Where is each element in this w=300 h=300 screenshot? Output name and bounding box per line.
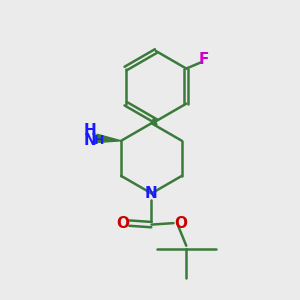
Text: N: N	[145, 186, 158, 201]
Text: F: F	[199, 52, 209, 67]
Polygon shape	[96, 134, 121, 142]
Text: O: O	[174, 216, 187, 231]
Text: H: H	[94, 134, 104, 147]
Text: H: H	[83, 123, 96, 138]
Text: N: N	[83, 133, 96, 148]
Text: O: O	[116, 216, 129, 231]
